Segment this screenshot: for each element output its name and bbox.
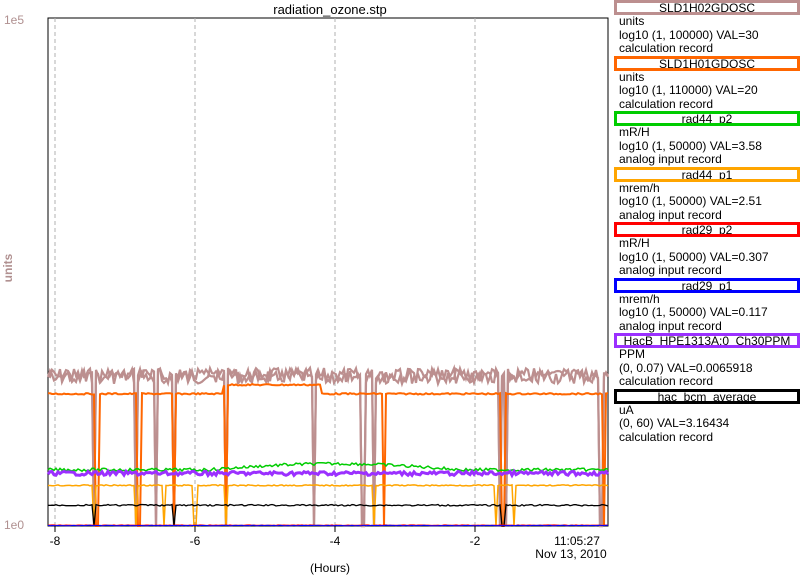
legend-entry[interactable]: hac_bcm_average uA (0, 60) VAL=3.16434 calc…	[612, 389, 800, 445]
legend-units: mR/H	[612, 237, 800, 251]
legend-record: analog input record	[612, 264, 800, 278]
legend-record: calculation record	[612, 431, 800, 445]
x-tick-label: -8	[50, 534, 61, 548]
legend-series-name[interactable]: rad44_p1	[614, 167, 800, 182]
legend-units: PPM	[612, 348, 800, 362]
legend-units: mrem/h	[612, 182, 800, 196]
legend-record: calculation record	[612, 98, 800, 112]
legend-record: analog input record	[612, 320, 800, 334]
legend-entry[interactable]: rad44_p2 mR/H log10 (1, 50000) VAL=3.58 ana…	[612, 111, 800, 167]
legend-range: log10 (1, 100000) VAL=30	[612, 29, 800, 43]
legend-series-name[interactable]: rad44_p2	[614, 111, 800, 126]
legend-range: (0, 0.07) VAL=0.0065918	[612, 362, 800, 376]
x-tick-label: -4	[330, 534, 341, 548]
legend-series-name[interactable]: rad29_p2	[614, 222, 800, 237]
legend-series-name[interactable]: rad29_p1	[614, 278, 800, 293]
y-tick-top: 1e5	[4, 13, 24, 27]
legend-range: log10 (1, 50000) VAL=3.58	[612, 140, 800, 154]
legend-range: log10 (1, 50000) VAL=2.51	[612, 195, 800, 209]
legend-record: analog input record	[612, 153, 800, 167]
y-axis-label: units	[1, 253, 15, 282]
legend-entry[interactable]: SLD1H01GDOSC units log10 (1, 110000) VAL=2…	[612, 56, 800, 112]
legend-record: calculation record	[612, 375, 800, 389]
legend-record: calculation record	[612, 42, 800, 56]
y-tick-bottom: 1e0	[4, 518, 24, 532]
legend-units: mR/H	[612, 126, 800, 140]
legend-units: units	[612, 71, 800, 85]
legend-series-name[interactable]: SLD1H02GDOSC	[614, 0, 800, 15]
x-axis-label: (Hours)	[310, 561, 350, 575]
legend-entry[interactable]: rad29_p1 mrem/h log10 (1, 50000) VAL=0.117…	[612, 278, 800, 334]
x-axis-ticks: -8 -6 -4 -2	[50, 526, 481, 548]
strip-chart: radiation_ozone.stp -8 -6 -4 -2 1e5 1e0 uni…	[0, 0, 612, 578]
series-line-rad29_p1	[48, 525, 608, 526]
legend-entry[interactable]: rad44_p1 mrem/h log10 (1, 50000) VAL=2.51 a…	[612, 167, 800, 223]
x-tick-label: -6	[190, 534, 201, 548]
plot-area	[48, 18, 608, 526]
legend-units: uA	[612, 404, 800, 418]
legend-range: log10 (1, 110000) VAL=20	[612, 84, 800, 98]
legend-units: mrem/h	[612, 293, 800, 307]
legend-series-name[interactable]: HacB_HPE1313A:0_Ch30PPM	[614, 333, 800, 348]
legend-series-name[interactable]: SLD1H01GDOSC	[614, 56, 800, 71]
x-tick-label: -2	[470, 534, 481, 548]
legend-range: (0, 60) VAL=3.16434	[612, 417, 800, 431]
legend-panel: SLD1H02GDOSC units log10 (1, 100000) VAL=3…	[612, 0, 800, 444]
legend-units: units	[612, 15, 800, 29]
end-date-label: Nov 13, 2010	[535, 547, 607, 561]
legend-record: analog input record	[612, 209, 800, 223]
legend-range: log10 (1, 50000) VAL=0.307	[612, 251, 800, 265]
legend-entry[interactable]: SLD1H02GDOSC units log10 (1, 100000) VAL=3…	[612, 0, 800, 56]
legend-series-name[interactable]: hac_bcm_average	[614, 389, 800, 404]
chart-title: radiation_ozone.stp	[273, 2, 386, 17]
legend-entry[interactable]: HacB_HPE1313A:0_Ch30PPM PPM (0, 0.07) VAL=…	[612, 333, 800, 389]
legend-entry[interactable]: rad29_p2 mR/H log10 (1, 50000) VAL=0.307 an…	[612, 222, 800, 278]
end-time-label: 11:05:27	[554, 534, 600, 548]
legend-range: log10 (1, 50000) VAL=0.117	[612, 306, 800, 320]
